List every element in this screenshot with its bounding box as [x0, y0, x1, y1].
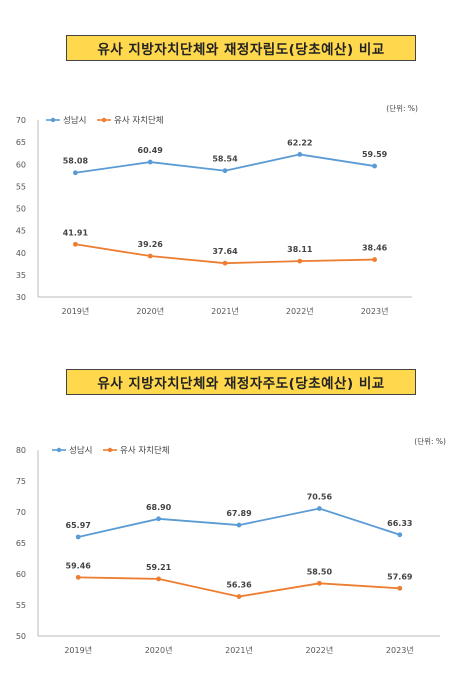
chart1-x-tick-0: 2019년 — [62, 306, 90, 316]
chart1-y-tick-4: 50 — [16, 205, 26, 214]
chart1-x-tick-3: 2022년 — [286, 306, 314, 316]
chart1-series-0-point-4 — [372, 163, 377, 169]
chart2-y-tick-5: 75 — [16, 477, 26, 486]
chart1-legend-label-1: 유사 자치단체 — [114, 115, 164, 126]
chart1-series-0-label-2: 58.54 — [212, 155, 238, 164]
chart2-y-tick-6: 80 — [16, 446, 26, 455]
chart2-legend-label-0: 성남시 — [69, 446, 92, 456]
chart2-series-1-label-2: 56.36 — [226, 581, 252, 590]
chart1-series-1-label-3: 38.11 — [287, 245, 313, 254]
chart2-x-tick-0: 2019년 — [64, 645, 92, 655]
chart2-series-1-point-1 — [156, 576, 162, 582]
chart2-series-0-label-0: 65.97 — [66, 521, 91, 530]
chart1-legend-marker-1 — [101, 117, 107, 123]
chart1-series-0-label-1: 60.49 — [138, 146, 164, 155]
chart1-series-0-label-0: 58.08 — [63, 157, 89, 166]
chart1-series-1-point-2 — [222, 260, 228, 266]
chart1-y-tick-7: 65 — [16, 138, 26, 147]
chart1-x-tick-4: 2023년 — [361, 306, 389, 316]
chart1-series-1-point-0 — [73, 241, 78, 247]
chart2-series-0-point-2 — [236, 522, 242, 528]
chart2-series-1-label-3: 58.50 — [307, 567, 333, 576]
chart2-plot: (단위: %) 성남시 유사 자치단체 50 55 60 65 70 75 80 2019년 2020… — [16, 436, 446, 655]
chart1-legend-label-0: 성남시 — [63, 116, 86, 126]
chart2-series-0-label-2: 67.89 — [226, 509, 252, 518]
chart2-x-tick-1: 2020년 — [145, 645, 173, 655]
chart1-series-0-point-3 — [297, 152, 303, 157]
chart2-series-1-point-0 — [75, 574, 81, 580]
chart1-y-tick-3: 45 — [16, 227, 26, 236]
chart2-series-0-point-0 — [75, 534, 81, 540]
chart1-series-1-label-2: 37.64 — [212, 247, 238, 256]
chart1-y-tick-6: 60 — [16, 160, 26, 169]
chart1-series-1-label-1: 39.26 — [138, 240, 164, 249]
chart1-series-1-label-0: 41.91 — [63, 228, 89, 237]
chart2-y-tick-4: 70 — [16, 508, 26, 517]
chart2-series-1-label-0: 59.46 — [66, 561, 92, 570]
chart1-y-tick-5: 55 — [16, 182, 26, 191]
chart2-series-1-label-4: 57.69 — [387, 572, 413, 581]
chart2-unit-label: (단위: %) — [414, 436, 446, 446]
chart1-series-0-point-1 — [147, 159, 153, 165]
chart2-legend-label-1: 유사 자치단체 — [120, 445, 170, 456]
chart2-x-tick-3: 2022년 — [306, 645, 334, 655]
chart1-series-1-point-4 — [372, 257, 377, 262]
chart2-series-0-label-4: 66.33 — [387, 519, 412, 528]
chart2-title: 유사 지방자치단체와 재정자주도(당초예산) 비교 — [66, 369, 416, 395]
chart1-series-0-point-0 — [73, 170, 78, 176]
chart1-series-0-label-4: 59.59 — [362, 150, 388, 159]
chart2-x-tick-2: 2021년 — [225, 645, 253, 655]
chart1-legend-marker-0 — [50, 117, 56, 123]
chart2-series-0-point-3 — [317, 506, 322, 511]
chart1-y-tick-2: 40 — [16, 249, 26, 258]
chart2-y-tick-1: 55 — [16, 601, 26, 610]
chart2-y-tick-3: 65 — [16, 539, 26, 548]
chart1-unit-label: (단위: %) — [386, 103, 418, 113]
chart2-legend-marker-0 — [56, 447, 62, 453]
chart1-series-1-label-4: 38.46 — [362, 244, 388, 253]
chart1-series-1-point-3 — [297, 258, 303, 264]
chart2-series-1-point-4 — [397, 585, 403, 591]
chart1-y-tick-8: 70 — [16, 116, 26, 125]
chart1-plot: (단위: %) 성남시 유사 자치단체 30 35 40 45 50 55 60 65 70 2019년… — [16, 103, 418, 316]
chart2-y-tick-2: 60 — [16, 570, 26, 579]
chart2-series-1-label-1: 59.21 — [146, 563, 172, 572]
chart1-y-tick-1: 35 — [16, 271, 26, 280]
chart2-series-0-label-3: 70.56 — [307, 493, 333, 502]
chart2-series-1-point-3 — [317, 580, 322, 586]
chart2-x-tick-4: 2023년 — [386, 645, 414, 655]
chart1-x-tick-1: 2020년 — [136, 306, 164, 316]
chart2-series-1-point-2 — [236, 594, 242, 599]
chart1-title: 유사 지방자치단체와 재정자립도(당초예산) 비교 — [66, 35, 416, 61]
chart2-series-0-label-1: 68.90 — [146, 503, 172, 512]
chart1-series-1-point-1 — [147, 253, 153, 259]
chart1-x-tick-2: 2021년 — [211, 306, 239, 316]
chart2-y-tick-0: 50 — [16, 632, 26, 641]
chart1-series-0-label-3: 62.22 — [287, 138, 312, 147]
chart2-series-0-point-4 — [397, 532, 403, 538]
chart2-series-0-point-1 — [156, 516, 162, 522]
chart1-series-0-point-2 — [222, 168, 228, 174]
chart2-legend-marker-1 — [107, 447, 113, 453]
chart1-y-tick-0: 30 — [16, 293, 26, 302]
